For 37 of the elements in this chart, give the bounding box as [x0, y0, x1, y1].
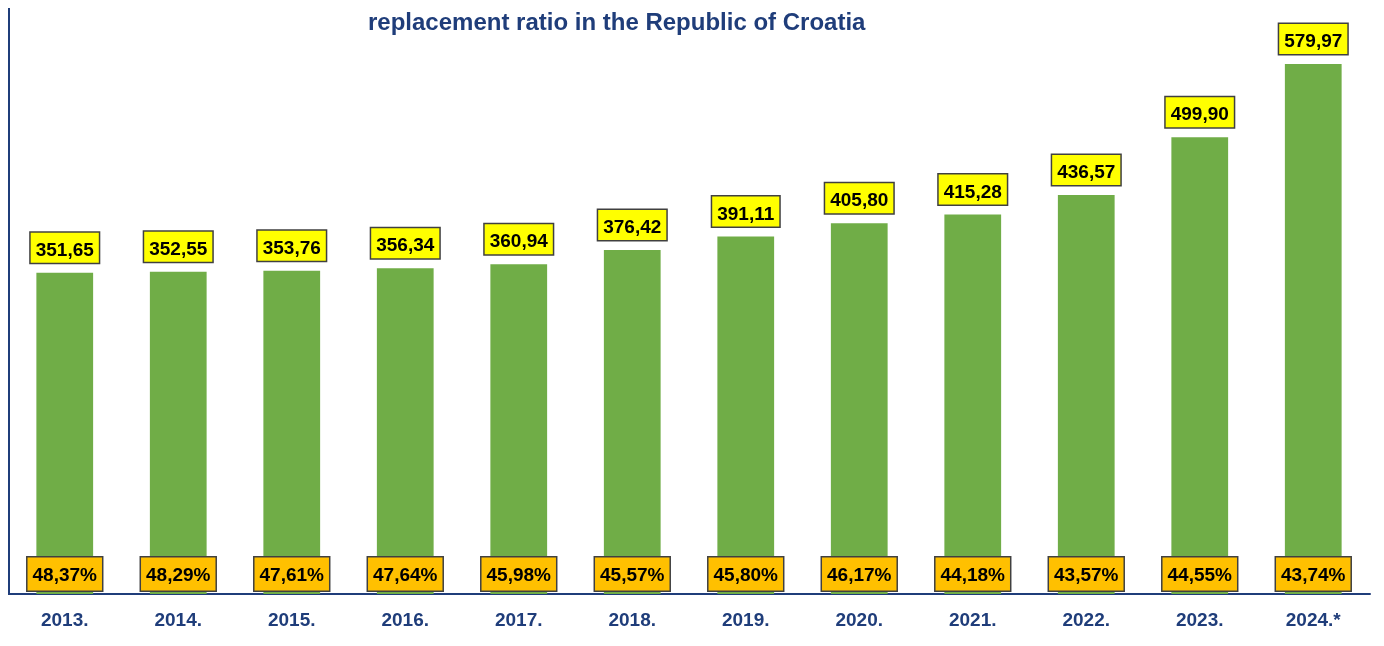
data-label: 391,11 — [717, 202, 775, 224]
data-label: 579,97 — [1284, 30, 1343, 51]
data-label: 351,65 — [35, 238, 95, 260]
data-label: 405,80 — [830, 189, 889, 211]
data-label: 360,94 — [489, 230, 549, 252]
annotation: 45,98% — [486, 563, 552, 585]
annotation: 44,18% — [940, 563, 1006, 585]
x-tick-label: 2018. — [608, 609, 657, 630]
annotation: 47,64% — [373, 563, 438, 585]
annotation: 48,29% — [146, 563, 211, 585]
x-tick-label: 2023. — [1175, 609, 1224, 630]
annotation: 46,17% — [827, 563, 892, 585]
data-label: 415,28 — [943, 180, 1002, 202]
annotation: 43,57% — [1054, 563, 1119, 585]
x-tick-label: 2021. — [948, 609, 997, 630]
x-tick-label: 2019. — [721, 609, 770, 630]
data-label: 499,90 — [1170, 103, 1229, 125]
x-tick-label: 2017. — [494, 609, 543, 630]
annotation: 43,74% — [1281, 563, 1346, 585]
data-label: 352,55 — [149, 237, 208, 259]
data-label: 436,57 — [1057, 161, 1116, 183]
x-tick-label: 2016. — [381, 609, 430, 630]
annotation: 47,61% — [259, 563, 325, 585]
annotation: 44,55% — [1167, 563, 1233, 585]
annotation: 45,80% — [713, 563, 779, 585]
x-tick-label: 2013. — [40, 609, 89, 630]
x-tick-label: 2024.* — [1285, 609, 1342, 630]
annotation: 45,57% — [600, 563, 665, 585]
data-label: 356,34 — [376, 234, 435, 256]
x-tick-label: 2014. — [154, 609, 203, 630]
data-label: 353,76 — [262, 236, 321, 258]
x-tick-label: 2020. — [835, 609, 884, 630]
annotation: 48,37% — [32, 563, 98, 585]
chart-title: replacement ratio in the Republic of Croatia — [368, 7, 867, 35]
x-tick-label: 2022. — [1062, 609, 1111, 630]
data-label: 376,42 — [603, 216, 662, 238]
x-tick-label: 2015. — [267, 609, 316, 630]
